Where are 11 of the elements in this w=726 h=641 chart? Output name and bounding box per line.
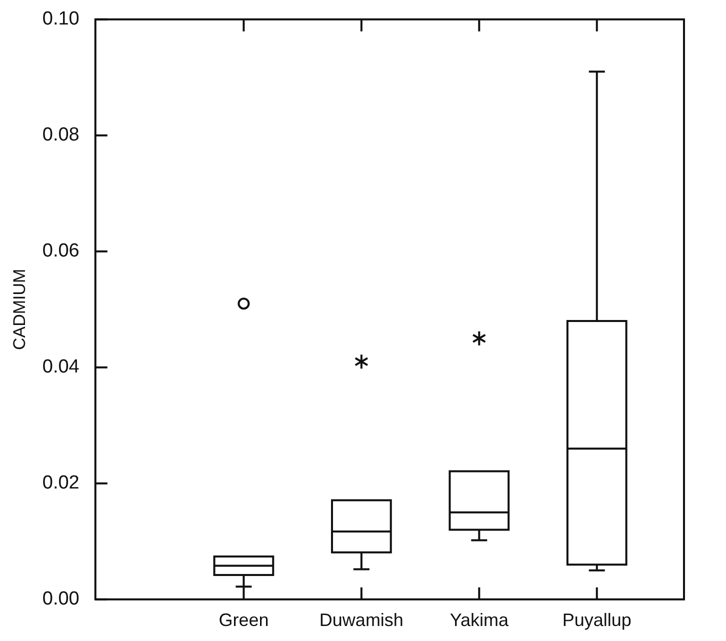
y-axis-title: CADMIUM: [10, 268, 29, 350]
y-tick-label: 0.02: [42, 472, 80, 494]
y-tick-label: 0.08: [42, 124, 80, 146]
y-tick-label: 0.10: [42, 8, 80, 30]
x-tick-label: Duwamish: [319, 610, 404, 630]
y-tick-label: 0.00: [42, 588, 80, 610]
y-tick-label: 0.06: [42, 240, 80, 262]
x-tick-label: Yakima: [450, 610, 510, 630]
x-tick-label: Green: [218, 610, 269, 630]
y-tick-label: 0.04: [42, 356, 80, 378]
x-tick-label: Puyallup: [562, 610, 632, 630]
